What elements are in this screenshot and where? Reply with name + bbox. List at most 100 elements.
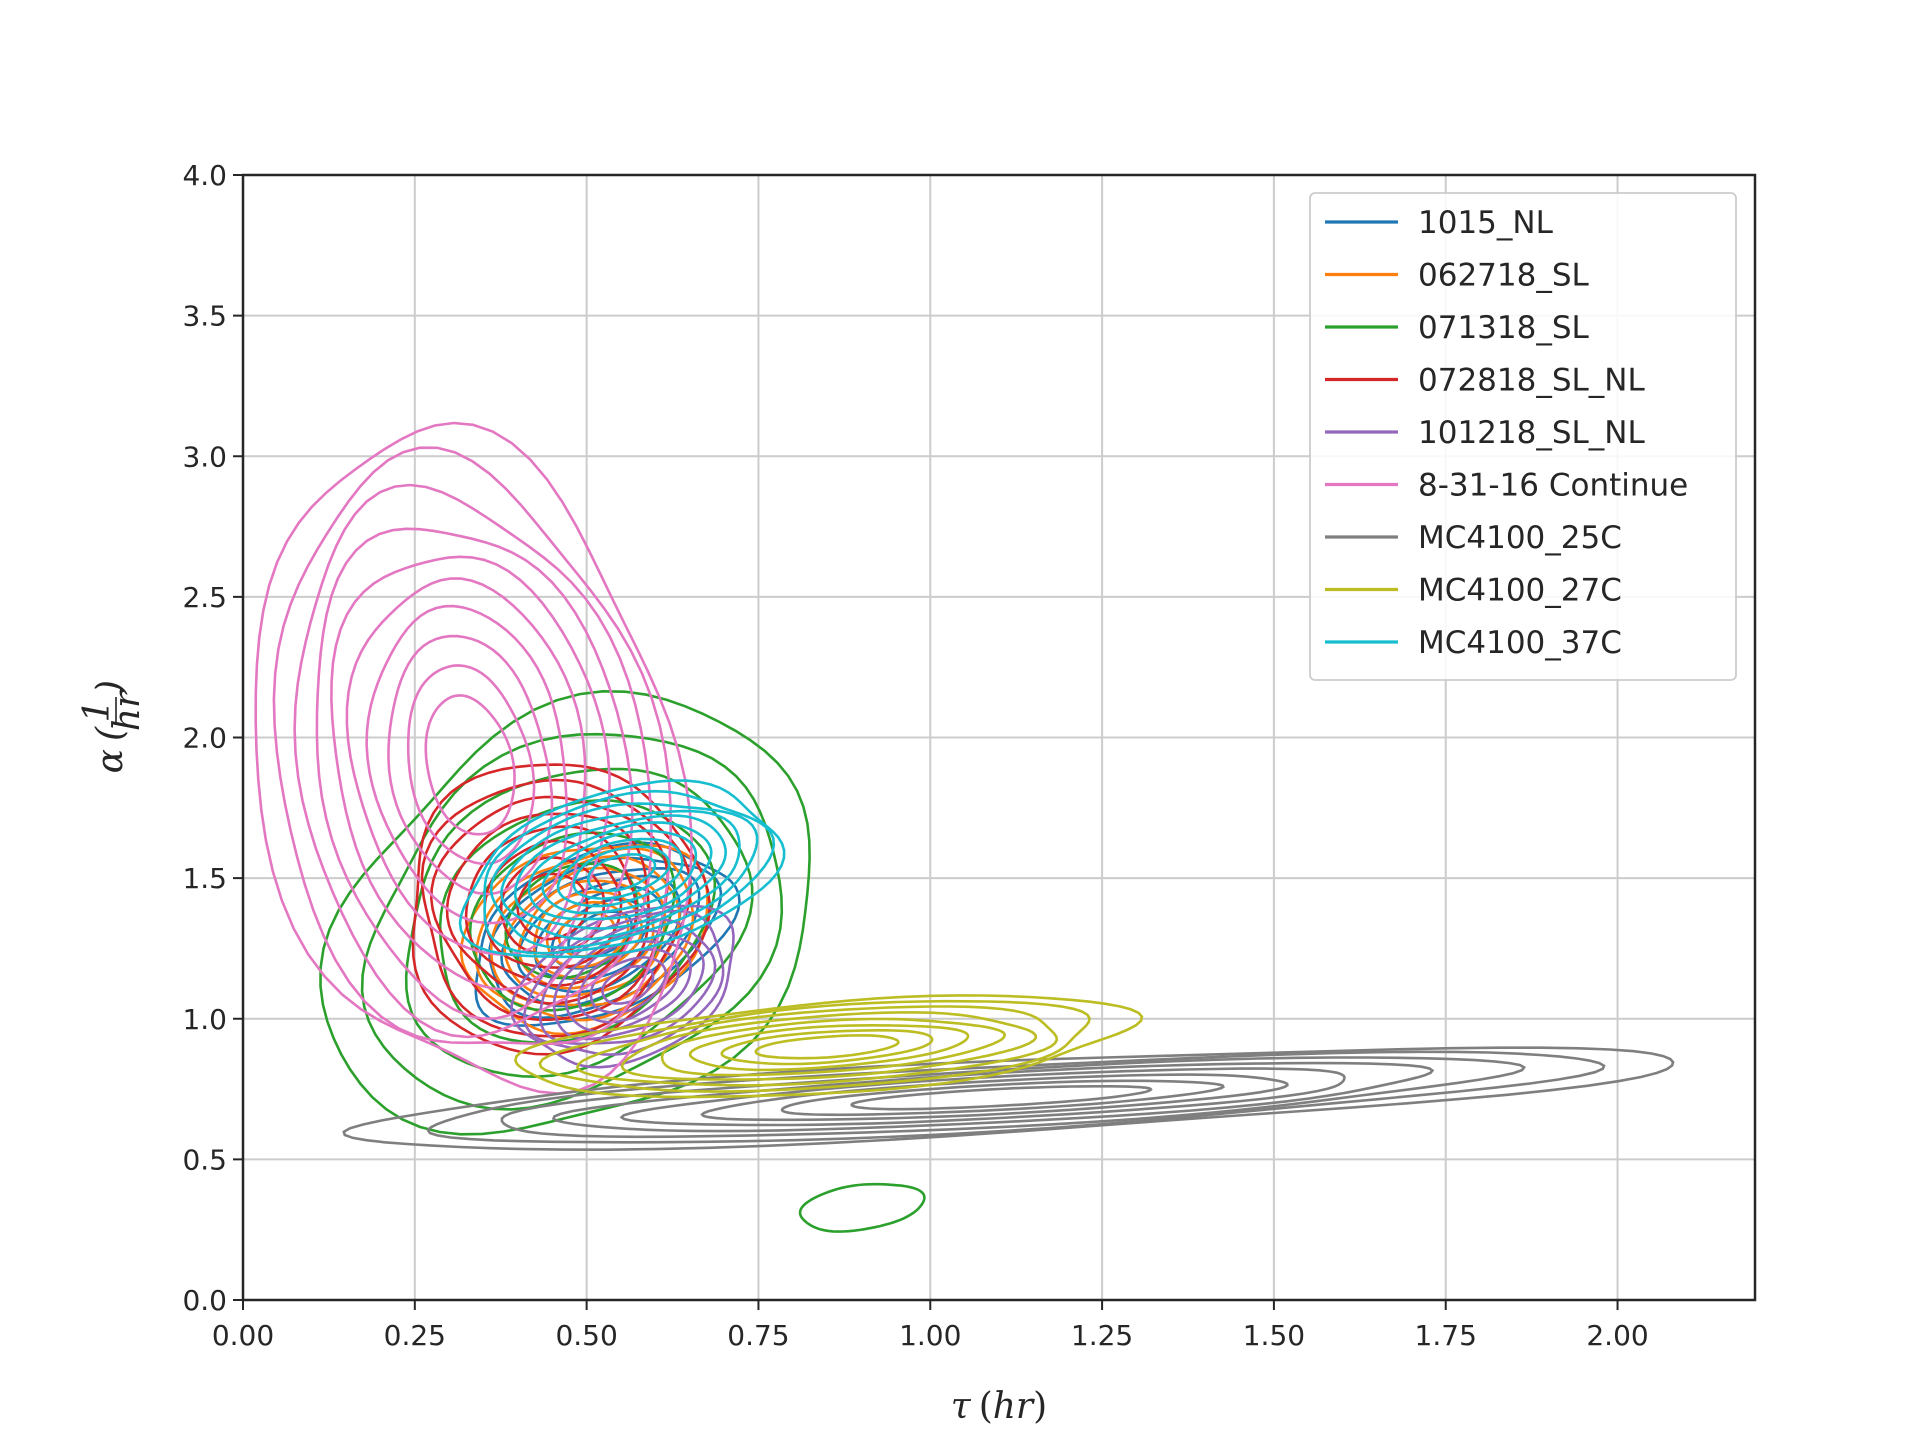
axis-ticks: 0.00 0.25 0.50 0.75 1.00 1.25 1.50 1.75 2.00 0.0 0… [182,159,1648,1352]
contour-layer [254,421,1675,1233]
y-axis-label: α ( 1 hr ) [77,680,148,773]
legend-label: 062718_SL [1418,258,1590,294]
legend-label: 101218_SL_NL [1418,415,1645,451]
contour-level [517,879,655,990]
x-axis-label: τ (hr) [951,1386,1047,1427]
contour-level [483,789,776,955]
legend-label: 8-31-16 Continue [1418,468,1688,504]
x-tick-label: 1.00 [899,1319,961,1352]
contour-level [564,940,693,1033]
contour-level [700,1073,1289,1122]
legend-label: 072818_SL_NL [1418,363,1645,399]
contour-level [426,1050,1606,1144]
contour-level [406,664,536,866]
contour-level [293,483,653,1039]
contour-level [527,821,713,921]
contour-level [589,956,668,1014]
contour-level [424,694,516,836]
contour-level [587,853,657,893]
contour-level [850,1085,1153,1111]
x-tick-label: 1.75 [1415,1319,1477,1352]
contour-level [345,577,587,956]
contour-level [420,778,692,1038]
y-tick-label: 0.0 [182,1284,227,1317]
contour-level [514,814,728,930]
svg-text:): ) [90,680,131,695]
contour-level [660,1017,1007,1077]
contour-level [575,1005,1059,1087]
series-8-31-16 Continue [254,421,693,1095]
legend-item: MC4100_25C [1325,520,1622,556]
y-tick-label: 4.0 [182,159,227,192]
series-MC4100_37C [458,779,786,959]
legend-label: MC4100_37C [1418,625,1622,661]
legend-label: 1015_NL [1418,205,1554,241]
contour-level [620,1011,1038,1081]
contour-level [551,1061,1435,1133]
contour-level [458,779,786,959]
contour-level [489,802,759,950]
contour-level [538,999,1091,1093]
contour-level [429,795,669,1021]
contour-level [556,837,684,908]
legend-label: 071318_SL [1418,310,1590,346]
x-axis-symbol: τ [951,1386,972,1427]
contour-level [541,829,698,915]
legend-box [1309,192,1737,681]
legend-item: 072818_SL_NL [1325,363,1645,399]
y-tick-label: 1.5 [182,862,227,895]
legend-label: MC4100_25C [1418,520,1622,556]
contour-level [514,994,1144,1099]
x-tick-label: 1.25 [1071,1319,1133,1352]
contour-level [720,1029,934,1066]
contour-level [545,900,630,969]
contour-level [780,1079,1225,1117]
series-MC4100_27C [514,994,1144,1099]
contour-level [500,1056,1527,1139]
contour-level [572,845,671,900]
contour-level [619,1067,1346,1127]
x-tick-label: 2.00 [1586,1319,1648,1352]
contour-level [330,555,611,991]
contour-level [601,965,655,1005]
contour-level [538,918,717,1046]
contour-level [754,1034,900,1060]
legend-item: 101218_SL_NL [1325,415,1645,451]
legend-label: MC4100_27C [1418,573,1622,609]
y-tick-label: 2.0 [182,722,227,755]
x-tick-label: 0.00 [212,1319,274,1352]
legend-item: 1015_NL [1325,205,1554,241]
legend-item: 071318_SL [1325,310,1590,346]
legend: 1015_NL 062718_SL 071318_SL 072818_SL_NL 101… [1309,192,1737,681]
contour-level [319,689,811,1136]
legend-item: MC4100_27C [1325,573,1622,609]
x-tick-label: 0.75 [727,1319,789,1352]
contour-level [272,446,673,1046]
contour-level [365,604,569,925]
contour-level [360,732,784,1111]
y-axis-denominator: hr [107,689,148,731]
x-tick-label: 1.50 [1243,1319,1305,1352]
contour-level [500,809,741,941]
x-axis-unit: hr [993,1386,1035,1427]
y-tick-label: 3.0 [182,440,227,473]
y-tick-label: 0.5 [182,1143,227,1176]
series-MC4100_25C [342,1046,1675,1152]
contour-level [523,909,725,1056]
y-tick-label: 3.5 [182,300,227,333]
legend-item: 8-31-16 Continue [1325,468,1688,504]
contour-level [798,1182,926,1233]
y-axis-symbol: α [90,749,131,773]
contour-level [387,634,554,896]
y-tick-label: 1.0 [182,1003,227,1036]
legend-item: 062718_SL [1325,258,1590,294]
contour-level [342,1046,1675,1152]
y-axis-numerator: 1 [77,700,118,723]
x-tick-label: 0.25 [384,1319,446,1352]
x-tick-label: 0.50 [555,1319,617,1352]
legend-item: MC4100_37C [1325,625,1622,661]
y-tick-label: 2.5 [182,581,227,614]
contour-level [688,1023,970,1072]
svg-text:(: ( [90,726,131,741]
